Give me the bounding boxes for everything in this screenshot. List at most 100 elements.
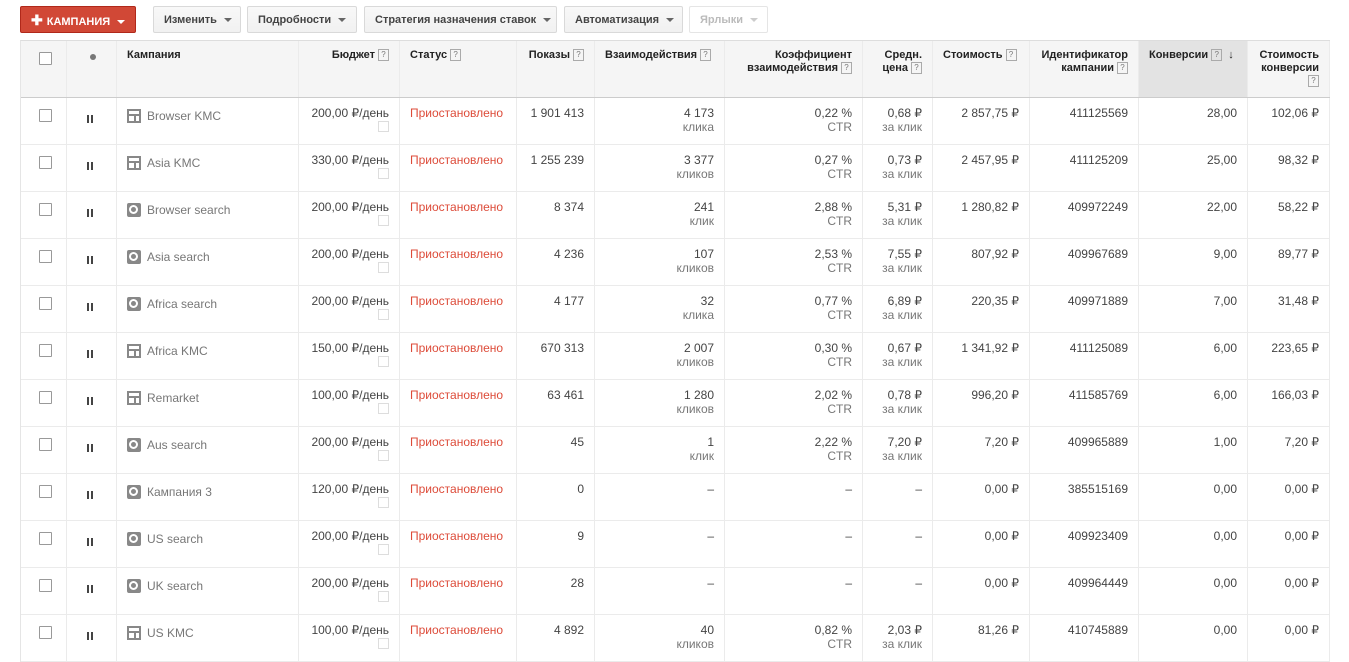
checkbox[interactable]: [39, 626, 52, 639]
cell: 409972249: [1030, 192, 1139, 238]
cell: [21, 474, 67, 520]
cell[interactable]: Коэффициент взаимодействия?: [725, 41, 863, 97]
budget-icon: [378, 309, 389, 320]
campaign-name[interactable]: Africa search: [147, 297, 218, 311]
cell: 81,26 ₽: [933, 615, 1030, 661]
id: 409972249: [1067, 200, 1128, 214]
checkbox[interactable]: [39, 297, 52, 310]
campaign-name[interactable]: Browser search: [147, 203, 231, 217]
checkbox[interactable]: [39, 438, 52, 451]
cell-value: 0,67 ₽: [887, 341, 922, 355]
status-text: Приостановлено: [410, 529, 504, 543]
checkbox[interactable]: [39, 485, 52, 498]
details-button[interactable]: Подробности: [247, 6, 357, 33]
cell: 409971889: [1030, 286, 1139, 332]
cell[interactable]: Идентификатор кампании?: [1030, 41, 1139, 97]
column-header: Статус: [410, 49, 448, 61]
pause-icon[interactable]: [87, 303, 93, 311]
cell[interactable]: Взаимодействия?: [595, 41, 725, 97]
checkbox[interactable]: [39, 250, 52, 263]
conversions: 0,00: [1213, 482, 1237, 496]
pause-icon[interactable]: [87, 538, 93, 546]
budget[interactable]: 120,00 ₽/день: [311, 482, 389, 496]
budget[interactable]: 200,00 ₽/день: [311, 435, 389, 449]
budget[interactable]: 200,00 ₽/день: [311, 576, 389, 590]
campaign-name[interactable]: Aus search: [147, 438, 208, 452]
pause-icon[interactable]: [87, 585, 93, 593]
cell[interactable]: Стоимость?: [933, 41, 1030, 97]
cell: 7,20 ₽ за клик: [863, 427, 933, 473]
cell: Africa search: [117, 286, 299, 332]
checkbox[interactable]: [39, 109, 52, 122]
status-text: Приостановлено: [410, 247, 504, 261]
cell[interactable]: Бюджет?: [299, 41, 400, 97]
campaign-name[interactable]: Africa KMC: [147, 344, 208, 358]
cell: 1,00: [1139, 427, 1248, 473]
pause-icon[interactable]: [87, 162, 93, 170]
budget[interactable]: 200,00 ₽/день: [311, 247, 389, 261]
cell-value: 2 007: [683, 341, 714, 355]
automation-button[interactable]: Автоматизация: [564, 6, 683, 33]
checkbox[interactable]: [39, 579, 52, 592]
budget[interactable]: 100,00 ₽/день: [311, 388, 389, 402]
campaign-name[interactable]: UK search: [147, 579, 204, 593]
checkbox[interactable]: [39, 52, 52, 65]
cell: 22,00: [1139, 192, 1248, 238]
checkbox[interactable]: [39, 203, 52, 216]
checkbox[interactable]: [39, 391, 52, 404]
add-campaign-button[interactable]: ✚ КАМПАНИЯ: [20, 6, 136, 33]
campaign-name[interactable]: Кампания 3: [147, 485, 212, 499]
cost-per-conversion: 89,77 ₽: [1278, 247, 1319, 261]
bid-strategy-button[interactable]: Стратегия назначения ставок: [364, 6, 557, 33]
cell: 98,32 ₽: [1248, 145, 1330, 191]
cell: 409965889: [1030, 427, 1139, 473]
checkbox[interactable]: [39, 532, 52, 545]
pause-icon[interactable]: [87, 491, 93, 499]
cell: 0,00 ₽: [1248, 474, 1330, 520]
cell: –: [863, 568, 933, 614]
campaign-name[interactable]: US KMC: [147, 626, 194, 640]
budget[interactable]: 100,00 ₽/день: [311, 623, 389, 637]
cell: 220,35 ₽: [933, 286, 1030, 332]
cell-unit: за клик: [882, 120, 922, 134]
id: 409965889: [1067, 435, 1128, 449]
cell-unit: CTR: [827, 449, 852, 463]
cell[interactable]: Статус?: [400, 41, 517, 97]
budget[interactable]: 200,00 ₽/день: [311, 294, 389, 308]
campaign-name[interactable]: Browser KMC: [147, 109, 222, 123]
cell-unit: за клик: [882, 167, 922, 181]
budget[interactable]: 200,00 ₽/день: [311, 106, 389, 120]
cell: 1 280 кликов: [595, 380, 725, 426]
budget[interactable]: 200,00 ₽/день: [311, 529, 389, 543]
pause-icon[interactable]: [87, 209, 93, 217]
cell: Remarket: [117, 380, 299, 426]
cell[interactable]: Конверсии? ↓: [1139, 41, 1248, 97]
pause-icon[interactable]: [87, 256, 93, 264]
cell[interactable]: Кампания: [117, 41, 299, 97]
checkbox[interactable]: [39, 156, 52, 169]
budget[interactable]: 200,00 ₽/день: [311, 200, 389, 214]
pause-icon[interactable]: [87, 397, 93, 405]
cell-value: 0,22 %: [814, 106, 852, 120]
checkbox[interactable]: [39, 344, 52, 357]
campaign-name[interactable]: US search: [147, 532, 204, 546]
pause-icon[interactable]: [87, 350, 93, 358]
cell: 385515169: [1030, 474, 1139, 520]
budget[interactable]: 150,00 ₽/день: [311, 341, 389, 355]
campaign-name[interactable]: Remarket: [147, 391, 200, 405]
conversions: 9,00: [1213, 247, 1237, 261]
cell: Приостановлено: [400, 286, 517, 332]
budget[interactable]: 330,00 ₽/день: [311, 153, 389, 167]
cell: 40 кликов: [595, 615, 725, 661]
cell[interactable]: Средн. цена?: [863, 41, 933, 97]
edit-button[interactable]: Изменить: [153, 6, 241, 33]
pause-icon[interactable]: [87, 115, 93, 123]
campaign-name[interactable]: Asia search: [147, 250, 210, 264]
campaign-name[interactable]: Asia KMC: [147, 156, 201, 170]
pause-icon[interactable]: [87, 444, 93, 452]
cell: Aus search: [117, 427, 299, 473]
cell-value: –: [915, 482, 922, 496]
cell[interactable]: Показы?: [517, 41, 595, 97]
pause-icon[interactable]: [87, 632, 93, 640]
cell[interactable]: Стоимость конверсии?: [1248, 41, 1330, 97]
